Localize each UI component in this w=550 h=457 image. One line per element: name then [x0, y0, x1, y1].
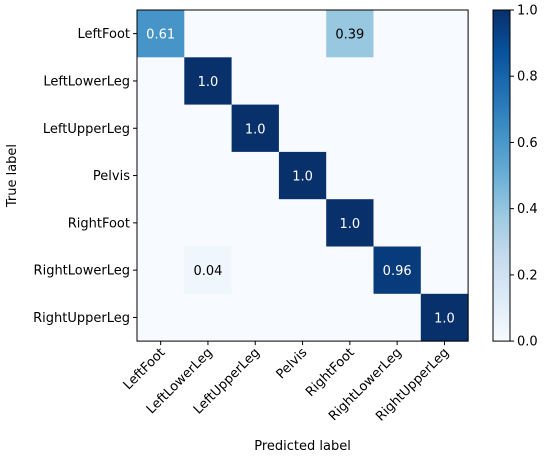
heatmap-cell: [278, 199, 327, 247]
heatmap-cell: [326, 57, 374, 106]
y-tick-label: LeftUpperLeg: [43, 122, 130, 137]
heatmap-cell: [278, 293, 327, 342]
heatmap-cell: [373, 293, 422, 342]
heatmap-cell: [137, 199, 185, 247]
colorbar-gradient: [492, 9, 511, 342]
heatmap-cell: [326, 246, 374, 295]
y-tick-label: LeftFoot: [78, 27, 130, 42]
x-axis-label: Predicted label: [254, 439, 351, 454]
y-tick-label: LeftLowerLeg: [43, 74, 130, 89]
heatmap-cell: [231, 293, 280, 342]
heatmap-cell: [278, 104, 327, 153]
y-tick-label: RightFoot: [68, 216, 130, 231]
heatmap-cell: [137, 104, 185, 153]
colorbar-tick-label: 1.0: [517, 4, 538, 19]
y-tick-label: Pelvis: [93, 169, 130, 184]
cell-value-label: 1.0: [245, 122, 266, 137]
heatmap-cell: [184, 293, 233, 342]
heatmap-cell: [137, 57, 185, 106]
y-axis-ticks: LeftFoot LeftLowerLeg LeftUpperLeg Pelvis Ri…: [33, 27, 137, 326]
heatmap-cell: [231, 199, 280, 247]
cell-value-label: 0.61: [146, 28, 175, 43]
heatmap-cell: [420, 246, 469, 295]
heatmap-cell: [373, 151, 422, 200]
colorbar-tick-label: 0.4: [517, 202, 538, 217]
heatmap-cell: [326, 10, 374, 58]
cell-value-label: 0.39: [335, 28, 364, 43]
heatmap-cell: [373, 246, 422, 295]
colorbar-tick-label: 0.8: [517, 70, 538, 85]
heatmap-cell: [420, 151, 469, 200]
colorbar-tick-label: 0.0: [517, 335, 538, 350]
heatmap-cell: [137, 151, 185, 200]
heatmap-cell: [278, 57, 327, 106]
x-tick-label: LeftFoot: [121, 345, 169, 393]
heatmap-cell: [184, 199, 233, 247]
heatmap-cell: [231, 246, 280, 295]
heatmap-cell: [373, 57, 422, 106]
heatmap-cell: [420, 57, 469, 106]
heatmap-cell: [373, 104, 422, 153]
heatmap-cell: [184, 151, 233, 200]
cell-value-label: 1.0: [340, 217, 361, 232]
heatmap-cell: [184, 104, 233, 153]
heatmap-cell: [184, 10, 233, 58]
cell-value-label: 1.0: [434, 311, 455, 326]
cell-value-label: 1.0: [292, 170, 313, 185]
heatmap-cell: [184, 57, 233, 106]
heatmap-cell: [231, 104, 280, 153]
heatmap-cells: 0.61 0.39 1.0 1.0 1.0 1.0 0.04 0.96 1.0: [137, 10, 469, 342]
heatmap-cell: [278, 151, 327, 200]
heatmap-cell: [326, 104, 374, 153]
heatmap-cell: [137, 10, 185, 58]
cell-value-label: 1.0: [198, 75, 219, 90]
heatmap-cell: [278, 10, 327, 58]
colorbar-tick-label: 0.6: [517, 136, 538, 151]
heatmap-cell: [278, 246, 327, 295]
heatmap-cell: [373, 10, 422, 58]
y-axis-label: True label: [5, 144, 20, 208]
heatmap-cell: [420, 199, 469, 247]
heatmap-cell: [373, 199, 422, 247]
heatmap-cell: [326, 199, 374, 247]
heatmap-cell: [420, 104, 469, 153]
cell-value-label: 0.96: [383, 264, 412, 279]
heatmap-cell: [326, 151, 374, 200]
heatmap-cell: [231, 10, 280, 58]
heatmap-cell: [231, 57, 280, 106]
colorbar-tick-label: 0.2: [517, 268, 538, 283]
heatmap-cell: [420, 10, 469, 58]
heatmap-cell: [420, 293, 469, 342]
x-tick-label: Pelvis: [274, 345, 311, 382]
heatmap-cell: [137, 246, 185, 295]
y-tick-label: RightUpperLeg: [33, 311, 130, 326]
heatmap-cell: [184, 246, 233, 295]
cell-value-label: 0.04: [193, 264, 222, 279]
heatmap-cell: [231, 151, 280, 200]
colorbar: 0.0 0.2 0.4 0.6 0.8 1.0: [492, 4, 538, 350]
heatmap-cell: [326, 293, 374, 342]
y-tick-label: RightLowerLeg: [34, 264, 130, 279]
heatmap-cell: [137, 293, 185, 342]
